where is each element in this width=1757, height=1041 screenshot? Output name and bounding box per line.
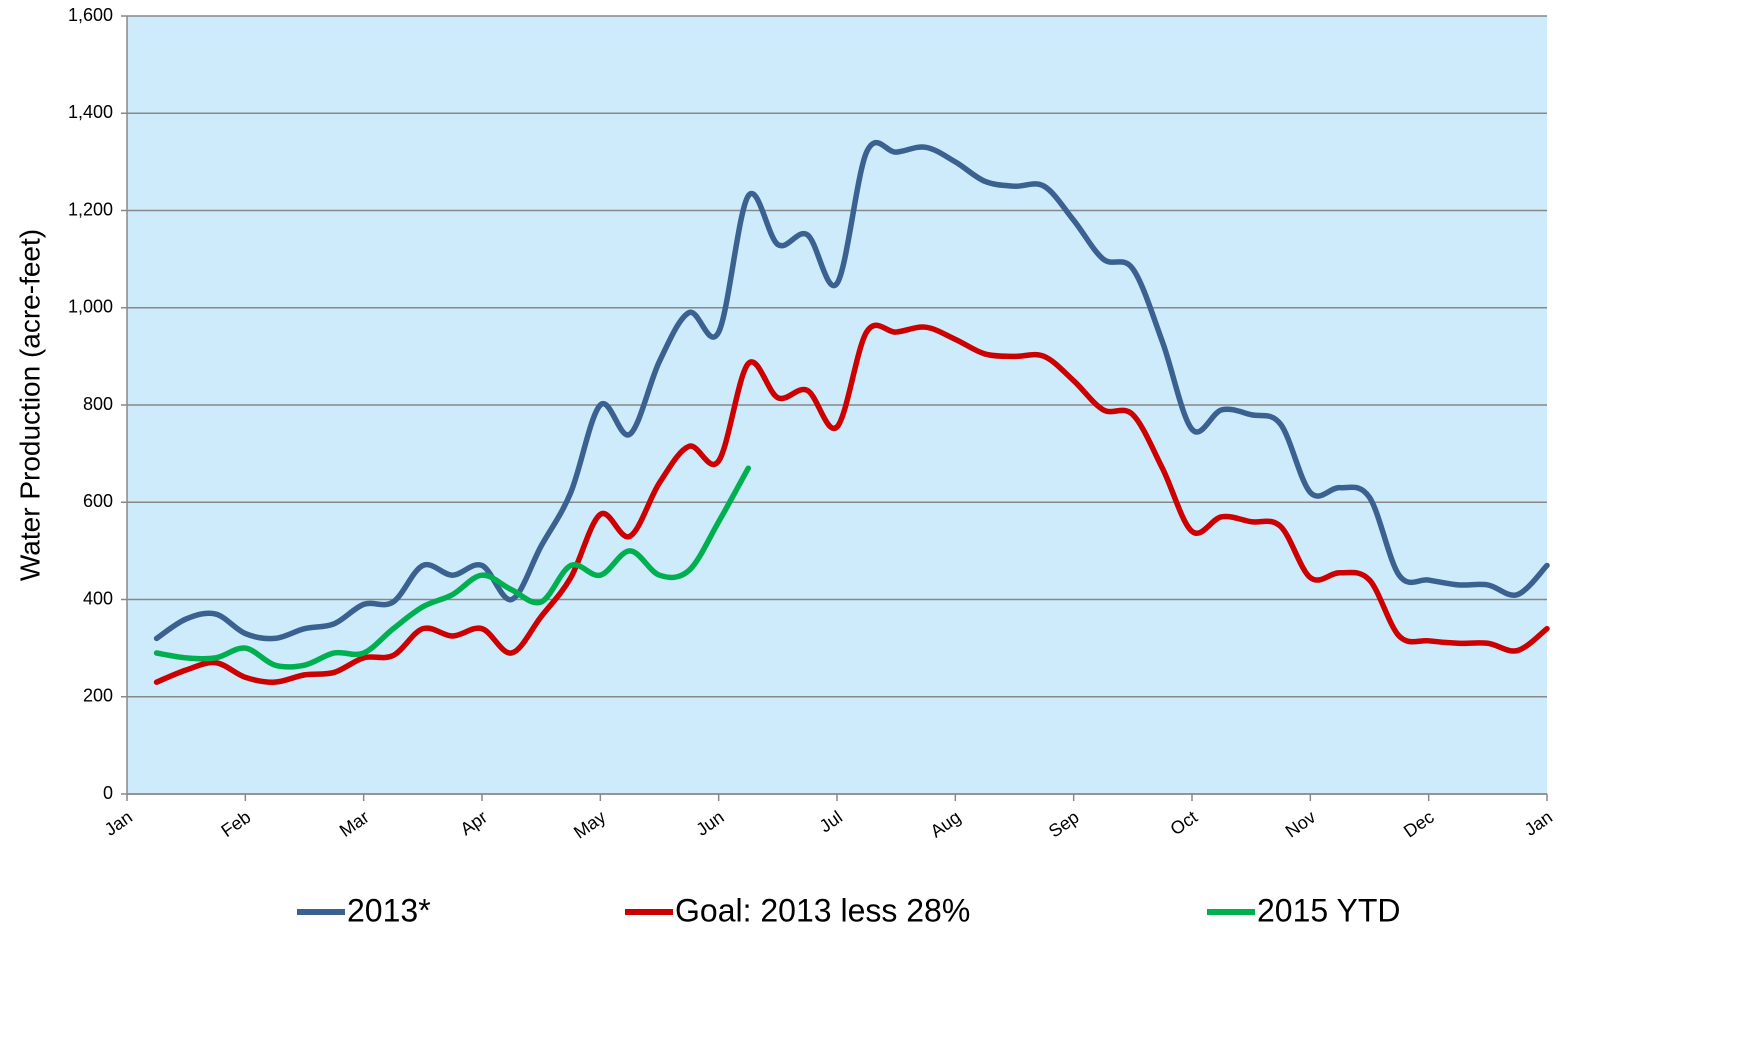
legend-label: 2015 YTD [1257, 892, 1401, 928]
y-tick-label: 0 [103, 783, 113, 803]
x-tick-label: Oct [1167, 807, 1201, 839]
y-tick-label: 400 [83, 588, 113, 608]
y-tick-label: 1,000 [68, 297, 113, 317]
y-tick-label: 600 [83, 491, 113, 511]
y-tick-label: 1,200 [68, 199, 113, 219]
y-tick-label: 1,600 [68, 5, 113, 25]
legend-label: Goal: 2013 less 28% [675, 892, 970, 928]
x-tick-label: May [570, 807, 609, 843]
series-line [153, 465, 751, 670]
x-tick-label: Jun [692, 807, 727, 840]
y-axis-label: Water Production (acre-feet) [14, 229, 45, 581]
x-tick-label: Aug [927, 807, 965, 842]
legend-label: 2013* [347, 892, 431, 928]
x-tick-label: Dec [1400, 807, 1438, 842]
x-tick-label: Mar [336, 807, 373, 841]
x-tick-label: Sep [1045, 807, 1083, 842]
x-tick-label: Jan [1521, 807, 1556, 840]
x-tick-label: Apr [457, 807, 491, 839]
x-tick-label: Jan [101, 807, 136, 840]
y-tick-label: 800 [83, 394, 113, 414]
y-tick-label: 1,400 [68, 102, 113, 122]
x-tick-label: Nov [1282, 807, 1320, 842]
x-tick-label: Jul [816, 807, 846, 837]
x-tick-label: Feb [217, 807, 254, 841]
series-line [153, 140, 1550, 642]
y-tick-label: 200 [83, 686, 113, 706]
series-line [153, 322, 1550, 685]
